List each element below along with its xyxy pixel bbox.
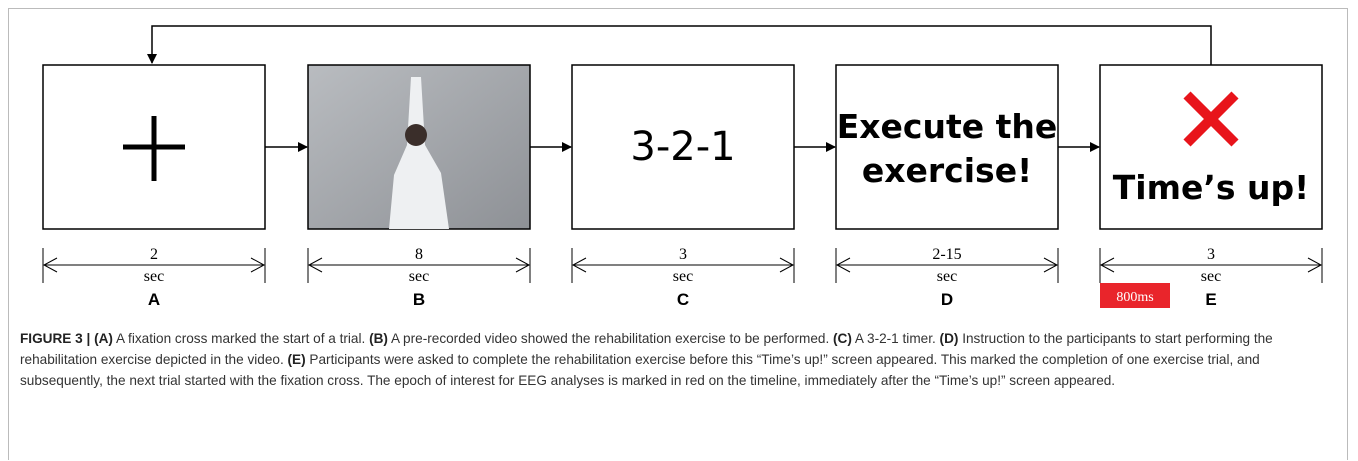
caption-tag: (B) — [369, 331, 388, 346]
duration: 2-15 — [932, 246, 961, 263]
panel-letter: A — [148, 290, 160, 309]
caption-text: A fixation cross marked the start of a t… — [113, 331, 369, 346]
caption-tag: (A) — [94, 331, 113, 346]
caption-tag: (E) — [288, 352, 306, 367]
caption: FIGURE 3 | (A) A fixation cross marked t… — [20, 328, 1338, 391]
head — [405, 124, 427, 146]
screen-text: exercise! — [862, 151, 1032, 190]
duration-unit: sec — [1201, 268, 1221, 285]
panel-letter: C — [677, 290, 689, 309]
panel-letter: E — [1205, 290, 1216, 309]
duration: 3 — [679, 246, 687, 263]
epoch-label: 800ms — [1116, 290, 1153, 305]
panel-letter: D — [941, 290, 953, 309]
screen-text: Execute the — [837, 107, 1058, 146]
caption-tag: (D) — [940, 331, 959, 346]
caption-tag: (C) — [833, 331, 852, 346]
duration: 2 — [150, 246, 158, 263]
figure: 2 sec A 8 sec B 3-2-1 3 sec C Execute the exercise!… — [0, 0, 1358, 325]
duration: 8 — [415, 246, 423, 263]
duration-unit: sec — [673, 268, 693, 285]
figure-label: FIGURE 3 | — [20, 331, 90, 346]
duration-unit: sec — [937, 268, 957, 285]
screen-text: 3-2-1 — [630, 124, 735, 170]
duration: 3 — [1207, 246, 1215, 263]
caption-text: A 3-2-1 timer. — [852, 331, 940, 346]
duration-unit: sec — [409, 268, 429, 285]
loop-arrow — [152, 26, 1211, 65]
duration-unit: sec — [144, 268, 164, 285]
caption-text: A pre-recorded video showed the rehabili… — [388, 331, 833, 346]
panel-box — [836, 65, 1058, 229]
screen-text: Time’s up! — [1113, 168, 1309, 207]
panel-letter: B — [413, 290, 425, 309]
